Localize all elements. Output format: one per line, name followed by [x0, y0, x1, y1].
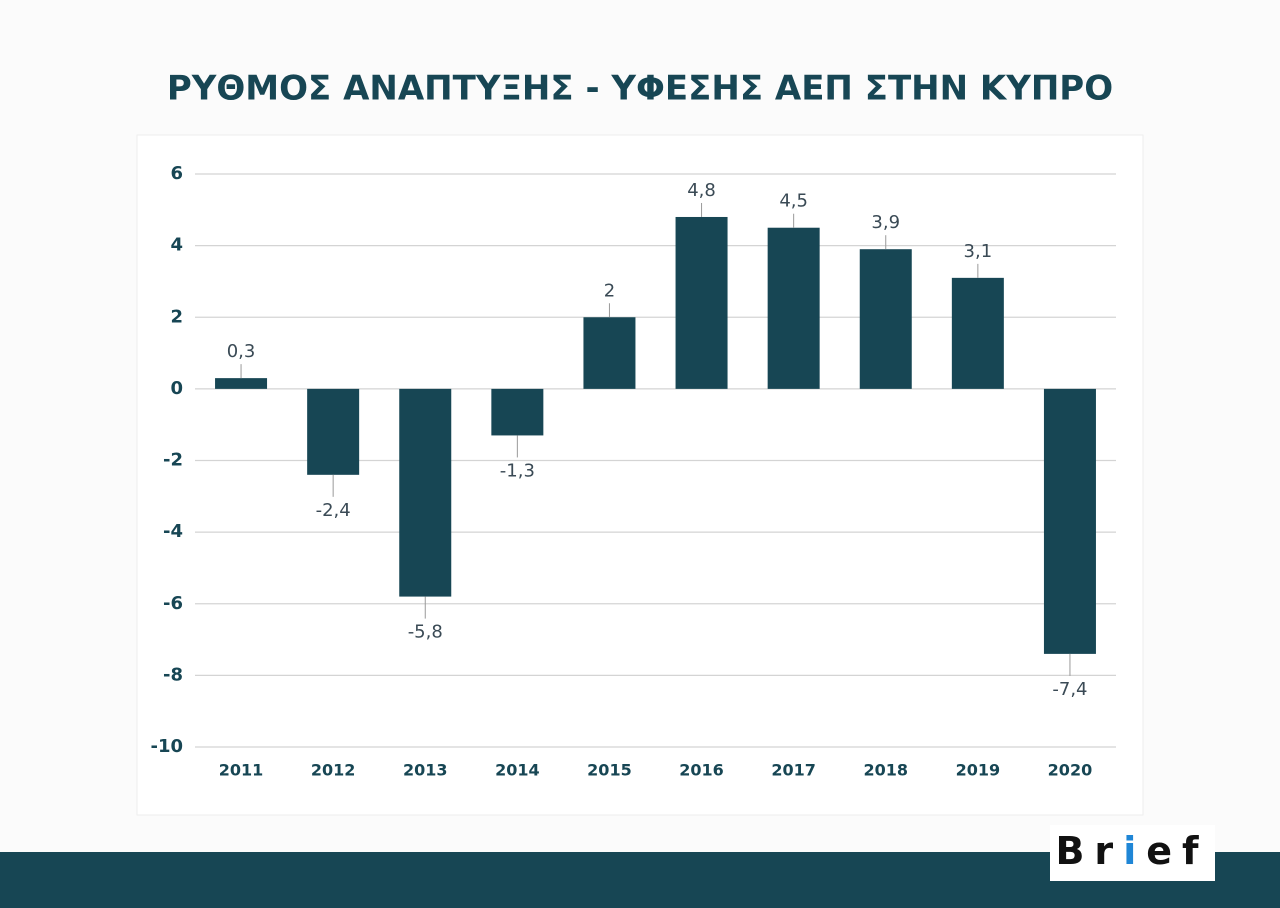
x-tick-label: 2016 — [679, 761, 724, 780]
bar — [767, 227, 820, 389]
value-label: 4,5 — [779, 191, 808, 212]
logo: Brief — [1055, 829, 1208, 873]
y-tick-label: 2 — [170, 306, 183, 327]
logo-part: Br — [1055, 829, 1123, 873]
x-tick-label: 2012 — [311, 761, 356, 780]
y-tick-label: -10 — [150, 736, 183, 757]
x-tick-label: 2014 — [495, 761, 540, 780]
value-label: -7,4 — [1052, 679, 1087, 700]
value-label: 3,1 — [964, 241, 993, 262]
bar — [491, 388, 544, 436]
value-label: -2,4 — [316, 500, 351, 521]
x-tick-label: 2017 — [771, 761, 816, 780]
y-tick-label: -8 — [163, 664, 183, 685]
value-label: 3,9 — [871, 212, 900, 233]
value-label: -5,8 — [408, 622, 443, 643]
value-label: 2 — [604, 280, 615, 301]
y-tick-label: -4 — [163, 521, 183, 542]
bar — [215, 378, 268, 389]
x-tick-label: 2013 — [403, 761, 448, 780]
bar — [1043, 388, 1096, 654]
y-tick-label: 6 — [170, 163, 183, 184]
value-label: 4,8 — [687, 180, 716, 201]
bar — [675, 216, 728, 389]
logo-part: ef — [1146, 829, 1208, 873]
logo-part: i — [1123, 829, 1146, 873]
value-label: -1,3 — [500, 460, 535, 481]
bar — [951, 277, 1004, 389]
bar — [307, 388, 360, 475]
x-tick-label: 2011 — [219, 761, 264, 780]
y-tick-label: 0 — [170, 378, 183, 399]
logo-box — [1050, 825, 1215, 881]
panel — [136, 134, 1144, 816]
x-tick-label: 2019 — [956, 761, 1001, 780]
bar — [859, 249, 912, 389]
x-tick-label: 2015 — [587, 761, 632, 780]
x-tick-label: 2018 — [863, 761, 908, 780]
y-tick-label: -2 — [163, 450, 183, 471]
bar — [399, 388, 452, 597]
y-tick-label: -6 — [163, 593, 183, 614]
y-tick-label: 4 — [170, 235, 183, 256]
value-label: 0,3 — [227, 341, 256, 362]
plot: 6 4 2 0 -2 -4 -6 -8 -10 2011 0,3 2012 -2,4 2013 -5,8 20… — [150, 163, 1116, 780]
bar — [583, 317, 636, 389]
x-tick-label: 2020 — [1048, 761, 1093, 780]
chart-title: ΡΥΘΜΟΣ ΑΝΑΠΤΥΞΗΣ - ΥΦΕΣΗΣ ΑΕΠ ΣΤΗΝ ΚΥΠΡΟ — [167, 69, 1113, 109]
